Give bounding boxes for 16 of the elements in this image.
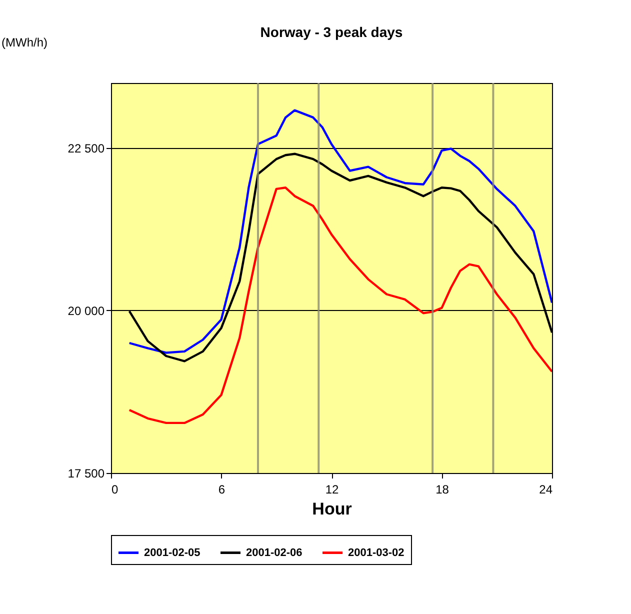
line-series: [128, 186, 552, 424]
legend-label: 2001-02-05: [144, 546, 200, 559]
x-tick-label: 6: [218, 482, 226, 496]
line-series: [128, 109, 552, 354]
y-tick-label: 22 500: [68, 142, 105, 156]
x-axis-title: Hour: [312, 500, 352, 518]
x-tick-label: 0: [112, 482, 118, 496]
x-tick-label: 18: [436, 482, 450, 496]
y-tick-label: 20 000: [68, 304, 105, 318]
legend-label: 2001-02-06: [246, 546, 302, 559]
x-tick-label: 24: [539, 482, 553, 496]
y-axis-title: (MWh/h): [2, 36, 48, 50]
legend-label: 2001-03-02: [348, 546, 404, 559]
chart-title: Norway - 3 peak days: [260, 24, 403, 40]
y-tick-label: 17 500: [68, 466, 105, 480]
x-tick-label: 12: [325, 482, 339, 496]
